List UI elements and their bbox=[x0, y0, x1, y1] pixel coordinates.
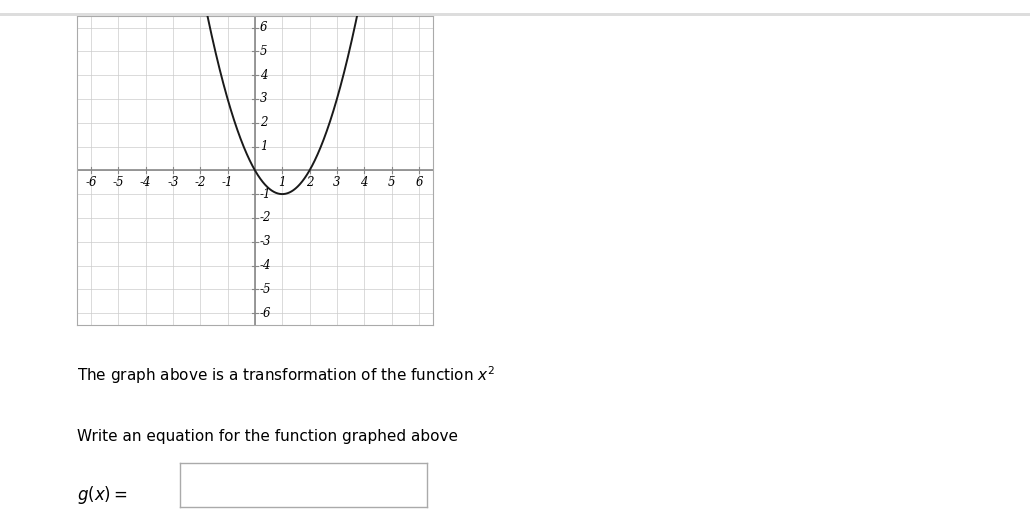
Text: -2: -2 bbox=[260, 212, 271, 225]
Text: -1: -1 bbox=[221, 176, 234, 189]
Text: 1: 1 bbox=[278, 176, 286, 189]
Text: 2: 2 bbox=[306, 176, 313, 189]
Text: 5: 5 bbox=[260, 45, 268, 58]
Text: The graph above is a transformation of the function $x^2$: The graph above is a transformation of t… bbox=[77, 364, 495, 386]
Text: -4: -4 bbox=[260, 259, 271, 272]
Text: 3: 3 bbox=[260, 93, 268, 106]
Text: -1: -1 bbox=[260, 188, 271, 201]
Text: 6: 6 bbox=[415, 176, 422, 189]
Text: 4: 4 bbox=[360, 176, 368, 189]
Text: -5: -5 bbox=[112, 176, 124, 189]
Text: -5: -5 bbox=[260, 283, 271, 296]
Text: -4: -4 bbox=[140, 176, 151, 189]
Text: 5: 5 bbox=[388, 176, 396, 189]
Text: -3: -3 bbox=[260, 235, 271, 248]
Text: 2: 2 bbox=[260, 116, 268, 129]
Text: $g(x) =$: $g(x) =$ bbox=[77, 484, 128, 505]
Text: 3: 3 bbox=[333, 176, 341, 189]
Text: 4: 4 bbox=[260, 69, 268, 82]
Text: -3: -3 bbox=[167, 176, 178, 189]
Text: 6: 6 bbox=[260, 21, 268, 34]
Text: -6: -6 bbox=[85, 176, 97, 189]
Text: -2: -2 bbox=[195, 176, 206, 189]
Text: 1: 1 bbox=[260, 140, 268, 153]
Text: -6: -6 bbox=[260, 307, 271, 320]
Text: Write an equation for the function graphed above: Write an equation for the function graph… bbox=[77, 429, 458, 444]
